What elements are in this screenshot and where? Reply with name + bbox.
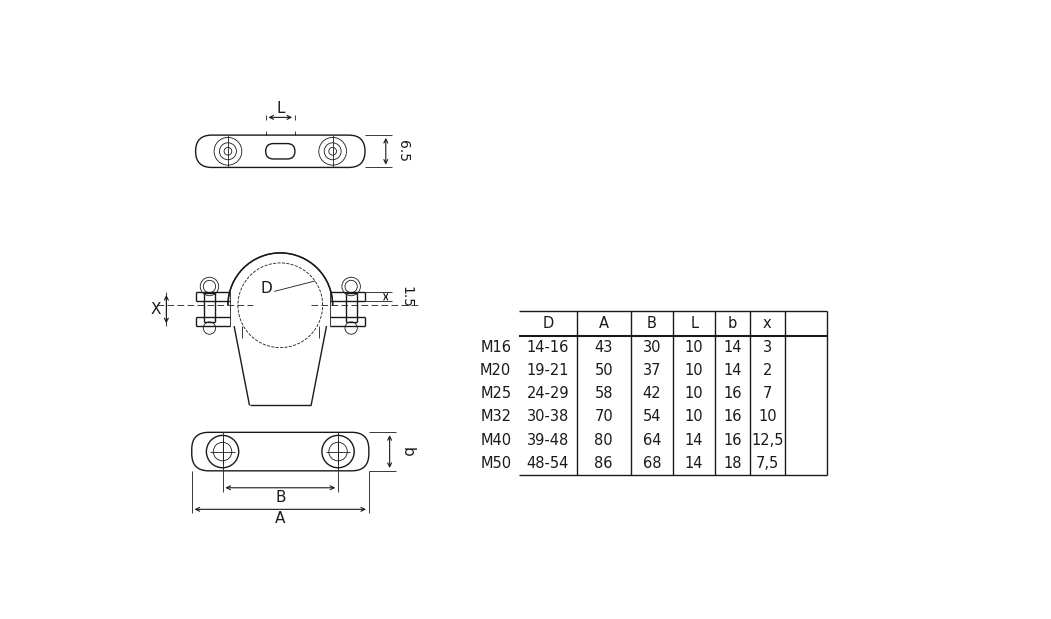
- Text: 1.5: 1.5: [399, 286, 414, 308]
- Text: 80: 80: [595, 433, 613, 448]
- Text: 14: 14: [723, 340, 742, 355]
- Text: 39-48: 39-48: [527, 433, 569, 448]
- Text: 48-54: 48-54: [527, 456, 569, 470]
- Text: 7,5: 7,5: [756, 456, 779, 470]
- Text: b: b: [728, 316, 738, 331]
- Text: 43: 43: [595, 340, 613, 355]
- Text: 10: 10: [685, 409, 703, 425]
- Text: 12,5: 12,5: [751, 433, 784, 448]
- Text: 64: 64: [642, 433, 661, 448]
- Text: 6.5: 6.5: [396, 141, 410, 162]
- Text: 14: 14: [723, 363, 742, 378]
- Text: 50: 50: [595, 363, 613, 378]
- Text: L: L: [276, 101, 285, 116]
- Text: 58: 58: [595, 386, 613, 401]
- Text: B: B: [275, 490, 286, 504]
- Text: A: A: [275, 511, 286, 526]
- Text: M50: M50: [480, 456, 511, 470]
- Text: 10: 10: [685, 340, 703, 355]
- Text: 30: 30: [642, 340, 661, 355]
- Text: 19-21: 19-21: [527, 363, 570, 378]
- Text: M20: M20: [480, 363, 511, 378]
- Text: 2: 2: [763, 363, 772, 378]
- Text: 24-29: 24-29: [527, 386, 570, 401]
- Text: x: x: [763, 316, 771, 331]
- Text: 14-16: 14-16: [527, 340, 569, 355]
- Text: 16: 16: [723, 433, 742, 448]
- Text: M16: M16: [480, 340, 511, 355]
- Text: 16: 16: [723, 386, 742, 401]
- Text: A: A: [599, 316, 609, 331]
- Text: 86: 86: [595, 456, 613, 470]
- Text: b: b: [399, 447, 415, 456]
- Text: 10: 10: [758, 409, 777, 425]
- Text: 70: 70: [594, 409, 613, 425]
- Text: 10: 10: [685, 386, 703, 401]
- Text: 3: 3: [763, 340, 771, 355]
- Text: 14: 14: [685, 456, 703, 470]
- Text: X: X: [150, 301, 161, 317]
- Text: M32: M32: [480, 409, 511, 425]
- Text: D: D: [542, 316, 554, 331]
- Text: B: B: [646, 316, 657, 331]
- Text: 30-38: 30-38: [527, 409, 569, 425]
- Text: D: D: [261, 281, 272, 296]
- Text: 16: 16: [723, 409, 742, 425]
- Text: 54: 54: [642, 409, 661, 425]
- Text: M40: M40: [480, 433, 511, 448]
- Text: 37: 37: [642, 363, 661, 378]
- Text: 68: 68: [642, 456, 661, 470]
- Text: 10: 10: [685, 363, 703, 378]
- Text: 14: 14: [685, 433, 703, 448]
- Text: 7: 7: [763, 386, 772, 401]
- Text: 42: 42: [642, 386, 661, 401]
- Text: L: L: [691, 316, 698, 331]
- Text: 18: 18: [723, 456, 742, 470]
- Text: M25: M25: [480, 386, 511, 401]
